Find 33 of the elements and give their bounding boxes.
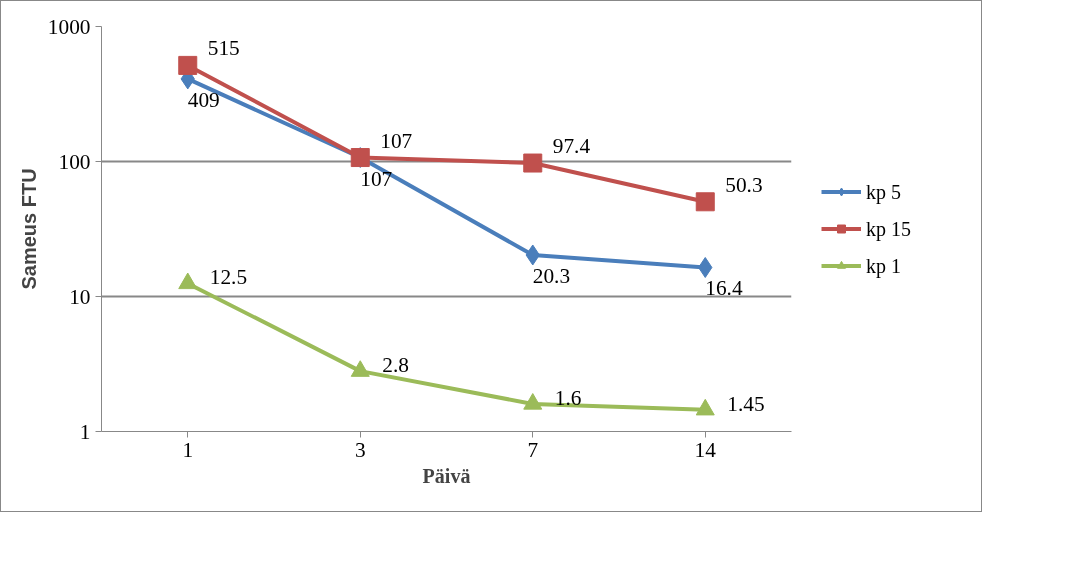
- data-label: 20.3: [532, 263, 571, 288]
- point: [695, 398, 715, 416]
- data-label: 2.8: [382, 353, 409, 378]
- point: [698, 257, 713, 278]
- point: [178, 55, 198, 75]
- data-label: 50.3: [725, 172, 763, 197]
- data-label: 1.45: [727, 391, 765, 416]
- x-tick-label: 3: [354, 437, 366, 462]
- point: [695, 192, 715, 212]
- data-label: 16.4: [705, 276, 743, 301]
- y-tick-label: 100: [58, 149, 91, 174]
- x-tick-label: 14: [694, 437, 717, 462]
- y-tick-label: 10: [69, 284, 91, 309]
- x-tick-label: 1: [182, 437, 194, 462]
- data-label: 107: [380, 128, 413, 153]
- point: [350, 360, 370, 377]
- legend-label: kp 1: [866, 254, 901, 277]
- data-label: 1.6: [554, 385, 582, 410]
- x-axis-title: Päivä: [422, 464, 471, 487]
- x-tick-label: 7: [527, 437, 539, 462]
- legend-label: kp 15: [866, 217, 911, 240]
- data-label: 409: [187, 87, 220, 112]
- y-tick-label: 1000: [47, 14, 91, 39]
- data-label: 515: [207, 36, 240, 61]
- data-label: 97.4: [552, 134, 591, 159]
- data-label: 107: [360, 166, 393, 191]
- point: [523, 393, 543, 410]
- y-axis-title: Sameus FTU: [17, 168, 40, 290]
- point: [178, 272, 198, 290]
- y-tick-label: 1: [79, 419, 91, 444]
- data-label: 12.5: [209, 265, 248, 290]
- point: [523, 153, 543, 173]
- legend-label: kp 5: [866, 180, 901, 203]
